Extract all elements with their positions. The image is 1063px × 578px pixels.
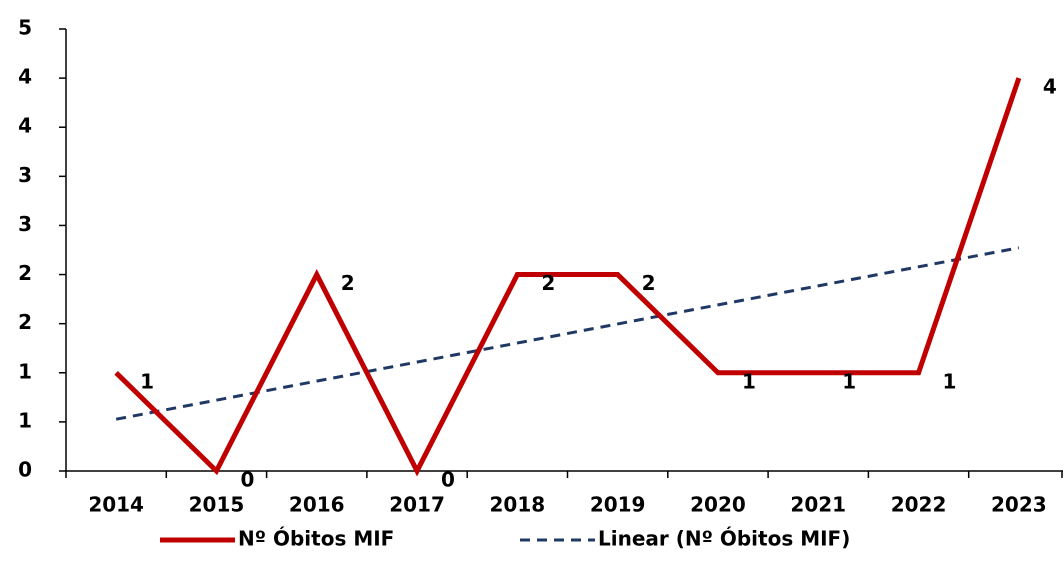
x-tick-label: 2023	[991, 493, 1047, 517]
x-tick-label: 2014	[88, 493, 144, 517]
x-tick-label: 2021	[790, 493, 846, 517]
x-tick-label: 2018	[490, 493, 546, 517]
y-tick-label: 1	[18, 359, 32, 383]
data-label: 2	[642, 271, 656, 295]
data-label: 2	[341, 271, 355, 295]
data-label: 2	[541, 271, 555, 295]
series-line	[114, 77, 1022, 477]
data-label: 1	[742, 369, 756, 393]
x-tick-label: 2022	[891, 493, 947, 517]
data-label: 0	[441, 468, 455, 492]
y-tick-label: 1	[18, 408, 32, 432]
data-label: 4	[1043, 75, 1057, 99]
y-tick-label: 2	[18, 310, 32, 334]
data-label: 0	[240, 468, 254, 492]
x-tick-label: 2015	[189, 493, 245, 517]
legend-label: Nº Óbitos MIF	[238, 527, 394, 551]
legend-label: Linear (Nº Óbitos MIF)	[598, 527, 850, 551]
y-tick-label: 3	[18, 163, 32, 187]
y-tick-label: 4	[18, 114, 32, 138]
y-tick-label: 3	[18, 212, 32, 236]
data-label: 1	[943, 369, 957, 393]
x-tick-label: 2020	[690, 493, 746, 517]
data-label: 1	[140, 369, 154, 393]
trendline	[115, 246, 1020, 421]
x-tick-label: 2019	[590, 493, 646, 517]
x-tick-label: 2017	[389, 493, 445, 517]
y-tick-label: 2	[18, 261, 32, 285]
y-tick-label: 5	[18, 16, 32, 40]
data-label: 1	[842, 369, 856, 393]
y-tick-label: 4	[18, 65, 32, 89]
x-tick-label: 2016	[289, 493, 345, 517]
y-tick-label: 0	[18, 458, 32, 482]
